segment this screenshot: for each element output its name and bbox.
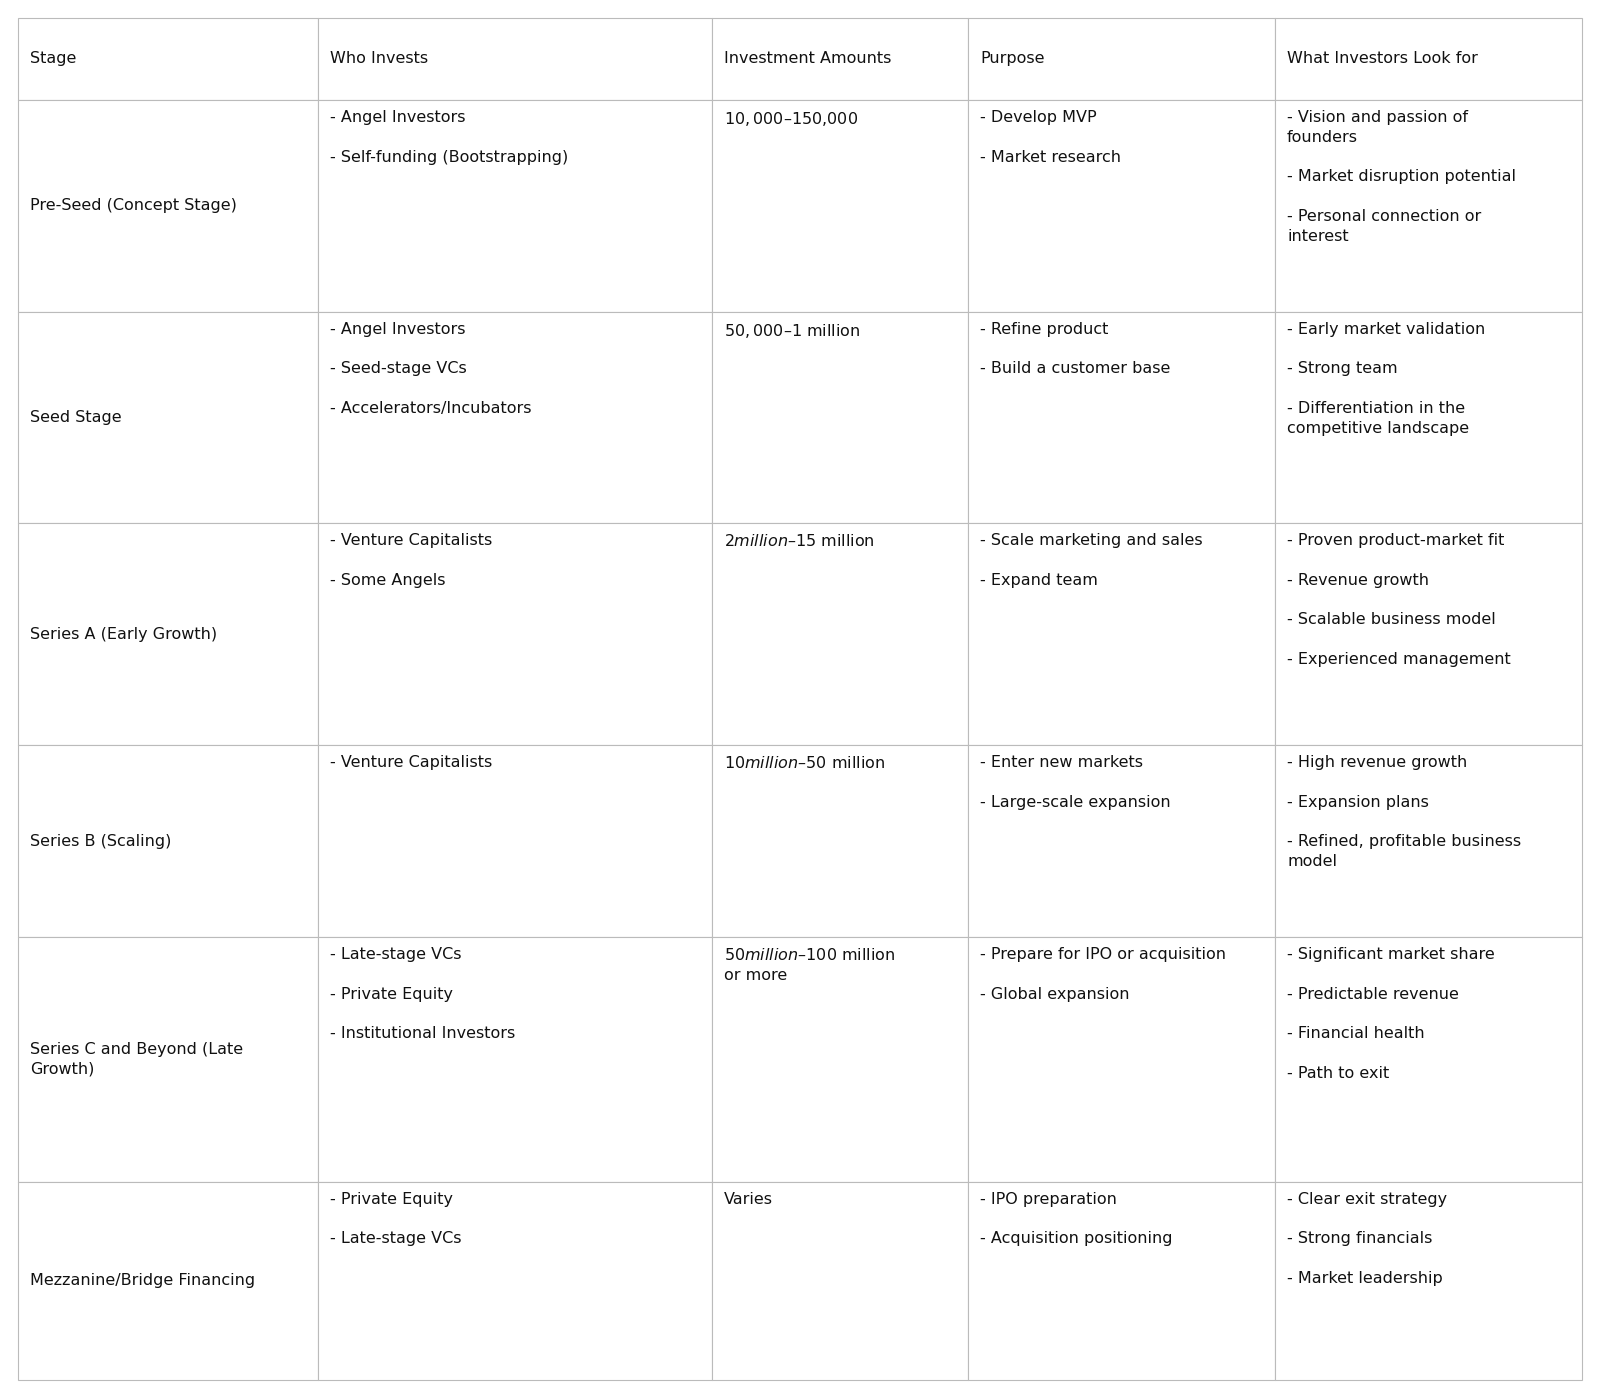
- Text: Series C and Beyond (Late
Growth): Series C and Beyond (Late Growth): [30, 1042, 243, 1076]
- Text: - Significant market share

- Predictable revenue

- Financial health

- Path to: - Significant market share - Predictable…: [1286, 946, 1494, 1081]
- Text: - Private Equity

- Late-stage VCs: - Private Equity - Late-stage VCs: [330, 1191, 461, 1246]
- Text: Varies: Varies: [725, 1191, 773, 1206]
- Text: $10 million – $50 million: $10 million – $50 million: [725, 755, 885, 772]
- Text: Pre-Seed (Concept Stage): Pre-Seed (Concept Stage): [30, 199, 237, 214]
- Bar: [18, 18, 318, 101]
- Text: Investment Amounts: Investment Amounts: [725, 52, 891, 67]
- Bar: [318, 523, 712, 745]
- Text: $10,000 – $150,000: $10,000 – $150,000: [725, 110, 859, 129]
- Bar: [712, 523, 968, 745]
- Bar: [712, 745, 968, 937]
- Text: - Prepare for IPO or acquisition

- Global expansion: - Prepare for IPO or acquisition - Globa…: [981, 946, 1226, 1001]
- Bar: [1275, 523, 1582, 745]
- Bar: [968, 937, 1275, 1181]
- Bar: [1275, 18, 1582, 101]
- Bar: [1275, 312, 1582, 523]
- Bar: [1275, 101, 1582, 312]
- Bar: [18, 312, 318, 523]
- Text: Who Invests: Who Invests: [330, 52, 427, 67]
- Text: Series A (Early Growth): Series A (Early Growth): [30, 626, 218, 642]
- Text: Stage: Stage: [30, 52, 77, 67]
- Text: Seed Stage: Seed Stage: [30, 410, 122, 425]
- Text: - Clear exit strategy

- Strong financials

- Market leadership: - Clear exit strategy - Strong financial…: [1286, 1191, 1446, 1286]
- Text: Purpose: Purpose: [981, 52, 1045, 67]
- Bar: [712, 101, 968, 312]
- Bar: [318, 1181, 712, 1380]
- Bar: [18, 101, 318, 312]
- Text: - Scale marketing and sales

- Expand team: - Scale marketing and sales - Expand tea…: [981, 533, 1203, 587]
- Text: - Develop MVP

- Market research: - Develop MVP - Market research: [981, 110, 1122, 165]
- Bar: [712, 1181, 968, 1380]
- Text: - Angel Investors

- Seed-stage VCs

- Accelerators/Incubators: - Angel Investors - Seed-stage VCs - Acc…: [330, 322, 531, 415]
- Bar: [1275, 937, 1582, 1181]
- Text: - Angel Investors

- Self-funding (Bootstrapping): - Angel Investors - Self-funding (Bootst…: [330, 110, 568, 165]
- Text: What Investors Look for: What Investors Look for: [1286, 52, 1478, 67]
- Bar: [968, 745, 1275, 937]
- Bar: [712, 18, 968, 101]
- Bar: [318, 937, 712, 1181]
- Text: Series B (Scaling): Series B (Scaling): [30, 833, 171, 849]
- Bar: [18, 937, 318, 1181]
- Bar: [318, 101, 712, 312]
- Bar: [712, 937, 968, 1181]
- Bar: [968, 312, 1275, 523]
- Text: - IPO preparation

- Acquisition positioning: - IPO preparation - Acquisition position…: [981, 1191, 1173, 1246]
- Text: Mezzanine/Bridge Financing: Mezzanine/Bridge Financing: [30, 1274, 254, 1289]
- Text: - Enter new markets

- Large-scale expansion: - Enter new markets - Large-scale expans…: [981, 755, 1171, 809]
- Bar: [968, 523, 1275, 745]
- Bar: [18, 745, 318, 937]
- Bar: [968, 18, 1275, 101]
- Text: $50 million – $100 million
or more: $50 million – $100 million or more: [725, 946, 896, 983]
- Bar: [968, 1181, 1275, 1380]
- Bar: [318, 745, 712, 937]
- Bar: [968, 101, 1275, 312]
- Text: - Late-stage VCs

- Private Equity

- Institutional Investors: - Late-stage VCs - Private Equity - Inst…: [330, 946, 515, 1042]
- Bar: [18, 1181, 318, 1380]
- Text: $50,000 – $1 million: $50,000 – $1 million: [725, 322, 861, 340]
- Text: - Venture Capitalists: - Venture Capitalists: [330, 755, 491, 770]
- Text: - Proven product-market fit

- Revenue growth

- Scalable business model

- Expe: - Proven product-market fit - Revenue gr…: [1286, 533, 1510, 667]
- Bar: [18, 523, 318, 745]
- Text: - Vision and passion of
founders

- Market disruption potential

- Personal conn: - Vision and passion of founders - Marke…: [1286, 110, 1517, 243]
- Text: - High revenue growth

- Expansion plans

- Refined, profitable business
model: - High revenue growth - Expansion plans …: [1286, 755, 1522, 870]
- Bar: [712, 312, 968, 523]
- Text: - Early market validation

- Strong team

- Differentiation in the
competitive l: - Early market validation - Strong team …: [1286, 322, 1485, 436]
- Text: $2 million – $15 million: $2 million – $15 million: [725, 533, 875, 549]
- Bar: [1275, 745, 1582, 937]
- Text: - Venture Capitalists

- Some Angels: - Venture Capitalists - Some Angels: [330, 533, 491, 587]
- Bar: [1275, 1181, 1582, 1380]
- Bar: [318, 312, 712, 523]
- Bar: [318, 18, 712, 101]
- Text: - Refine product

- Build a customer base: - Refine product - Build a customer base: [981, 322, 1171, 376]
